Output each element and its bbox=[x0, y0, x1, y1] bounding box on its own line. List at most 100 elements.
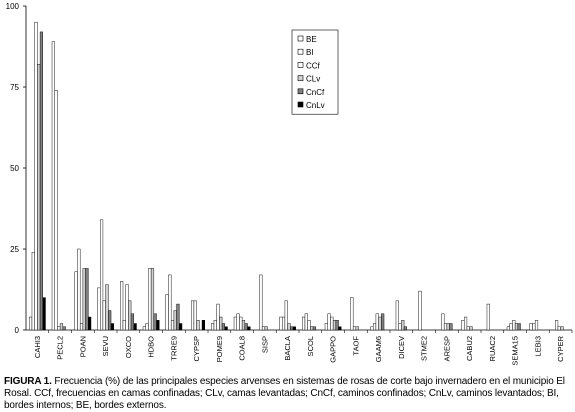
bar-OXCO-BI bbox=[122, 320, 126, 331]
bar-TAOF-BI bbox=[350, 297, 354, 331]
x-tick-label: TAOF bbox=[351, 336, 360, 356]
bar-TRRE9-BE bbox=[165, 294, 169, 331]
bar-CAHI3-BE bbox=[29, 316, 33, 331]
bar-HDBO-CnCf bbox=[153, 313, 157, 331]
x-axis-labels: CAHI3 PECL2 POAN SEVU OXCO HDBO TRRE9 CYPSP POME… bbox=[33, 330, 573, 366]
bar-BACLA-BI bbox=[281, 316, 286, 331]
bar-OXCO-CCf bbox=[125, 284, 129, 331]
x-tick-label: HDBO bbox=[147, 336, 156, 358]
bar-HDBO-CnLv bbox=[156, 320, 160, 331]
bar-COAL8-BI bbox=[236, 313, 240, 331]
bar-ARESP-CnCf bbox=[449, 323, 453, 331]
bar-POAN-BI bbox=[77, 248, 81, 331]
x-tick-label: PECL2 bbox=[56, 336, 65, 360]
bar-SCOL-CLv bbox=[310, 326, 314, 331]
bar-CAHI3-CCf bbox=[34, 21, 38, 331]
bar-HDBO-CCf bbox=[148, 268, 152, 331]
bar-RUAC2-BI bbox=[486, 303, 490, 331]
bar-CYPSP-CCf bbox=[193, 300, 197, 331]
bar-SEVU-BI bbox=[100, 219, 104, 331]
bar-SCOL-BI bbox=[304, 313, 308, 331]
bar-COAL8-CnLv bbox=[247, 326, 251, 331]
bar-ARESP-CLv bbox=[446, 323, 450, 331]
bar-HDBO-CLv bbox=[150, 268, 155, 331]
bar-GAPPO-BI bbox=[327, 313, 331, 331]
bar-TRRE9-CCf bbox=[170, 320, 175, 331]
bar-OXCO-CLv bbox=[128, 300, 132, 331]
bar-DICEV-CCf bbox=[398, 323, 402, 331]
bar-CYPSP-CnLv bbox=[201, 320, 205, 331]
bar-chart: 0 25 50 75 100 CAHI3 PECL2 POAN SEVU OXCO HDBO TRR… bbox=[6, 2, 573, 366]
bar-CABU2-CLv bbox=[469, 326, 473, 331]
chart-axes: 0 25 50 75 100 bbox=[6, 2, 572, 335]
bar-SISP-BI bbox=[259, 274, 263, 331]
bar-BACLA-CnCf bbox=[290, 326, 294, 331]
bar-BACLA-CnLv bbox=[292, 326, 296, 331]
bar-POME9-BI bbox=[213, 320, 217, 331]
bar-COAL8-CnCf bbox=[244, 323, 248, 331]
legend-box bbox=[291, 29, 339, 115]
bar-POME9-CCf bbox=[216, 303, 220, 331]
legend-label: BI bbox=[306, 48, 314, 57]
x-tick-label: GAPPO bbox=[329, 336, 338, 363]
bar-GAAM6-CnCf bbox=[381, 313, 385, 331]
bar-HDBO-BE bbox=[142, 326, 146, 331]
bar-LEBI3-CCf bbox=[534, 320, 539, 331]
bar-POAN-CCf bbox=[79, 323, 84, 331]
bar-CAHI3-BI bbox=[31, 252, 35, 331]
bar-SEMA15-CLv bbox=[514, 323, 519, 331]
legend-swatch bbox=[297, 101, 304, 108]
bar-LEBI3-BE bbox=[529, 323, 533, 331]
legend-label: CLv bbox=[306, 75, 320, 84]
legend-label: CnLv bbox=[306, 101, 325, 110]
x-tick-label: BACLA bbox=[283, 336, 292, 361]
legend-swatch bbox=[297, 75, 304, 81]
bar-COAL8-CLv bbox=[241, 320, 246, 331]
chart-bars bbox=[29, 21, 564, 331]
bar-CAHI3-CnCf bbox=[39, 31, 44, 331]
bar-SEVU-CLv bbox=[105, 284, 109, 331]
bar-OXCO-CnCf bbox=[130, 313, 135, 331]
x-tick-label: DICEV bbox=[397, 336, 406, 359]
legend-swatch bbox=[297, 35, 304, 42]
bar-SCOL-BE bbox=[302, 316, 306, 331]
legend-swatch bbox=[297, 88, 304, 95]
caption-text: Frecuencia (%) de las principales especi… bbox=[4, 376, 565, 411]
x-tick-label: CYPSP bbox=[192, 336, 201, 361]
x-tick-label: SCOL bbox=[306, 336, 315, 356]
bar-GAPPO-BE bbox=[324, 323, 328, 331]
bar-POME9-CnLv bbox=[224, 326, 228, 331]
bar-SEMA15-BE bbox=[506, 326, 510, 331]
x-tick-label: GAAM6 bbox=[374, 336, 383, 362]
legend-label: CCf bbox=[306, 61, 321, 70]
x-tick-label: ARESP bbox=[442, 336, 451, 361]
x-tick-label: COAL8 bbox=[238, 336, 247, 361]
chart-legend: BE BI CCf CLv CnCf CnLv bbox=[291, 29, 339, 115]
bar-TAOF-CLv bbox=[355, 326, 359, 331]
bar-LEBI3-BI bbox=[532, 323, 536, 331]
legend-swatch bbox=[297, 62, 304, 68]
x-tick-label: SEMA15 bbox=[511, 336, 520, 366]
x-tick-label: POME9 bbox=[215, 336, 224, 362]
bar-COAL8-BE bbox=[233, 316, 237, 331]
bar-STME2-BI bbox=[418, 290, 422, 331]
bar-DICEV-BI bbox=[395, 300, 399, 331]
bar-GAPPO-CCf bbox=[330, 316, 334, 331]
bar-CYPSP-BI bbox=[190, 300, 195, 331]
bar-DICEV-CnCf bbox=[403, 326, 407, 331]
x-tick-label: CABU2 bbox=[465, 336, 474, 361]
bar-SISP-CCf bbox=[261, 326, 266, 331]
x-tick-label: SISP bbox=[260, 336, 269, 353]
bar-POAN-BE bbox=[74, 271, 78, 331]
bar-CYPER-BI bbox=[555, 320, 559, 331]
figure-caption: FIGURA 1. Frecuencia (%) de las principa… bbox=[4, 376, 570, 412]
bar-BACLA-BE bbox=[279, 316, 283, 331]
y-tick-label: 100 bbox=[6, 2, 20, 11]
bar-SCOL-CCf bbox=[307, 320, 311, 331]
bar-SCOL-CnCf bbox=[312, 326, 316, 331]
y-tick-label: 50 bbox=[10, 164, 19, 173]
bar-ARESP-CCf bbox=[443, 323, 448, 331]
bar-CABU2-CCf bbox=[466, 326, 470, 331]
bar-HDBO-BI bbox=[145, 323, 149, 331]
bar-CABU2-BE bbox=[461, 320, 465, 331]
